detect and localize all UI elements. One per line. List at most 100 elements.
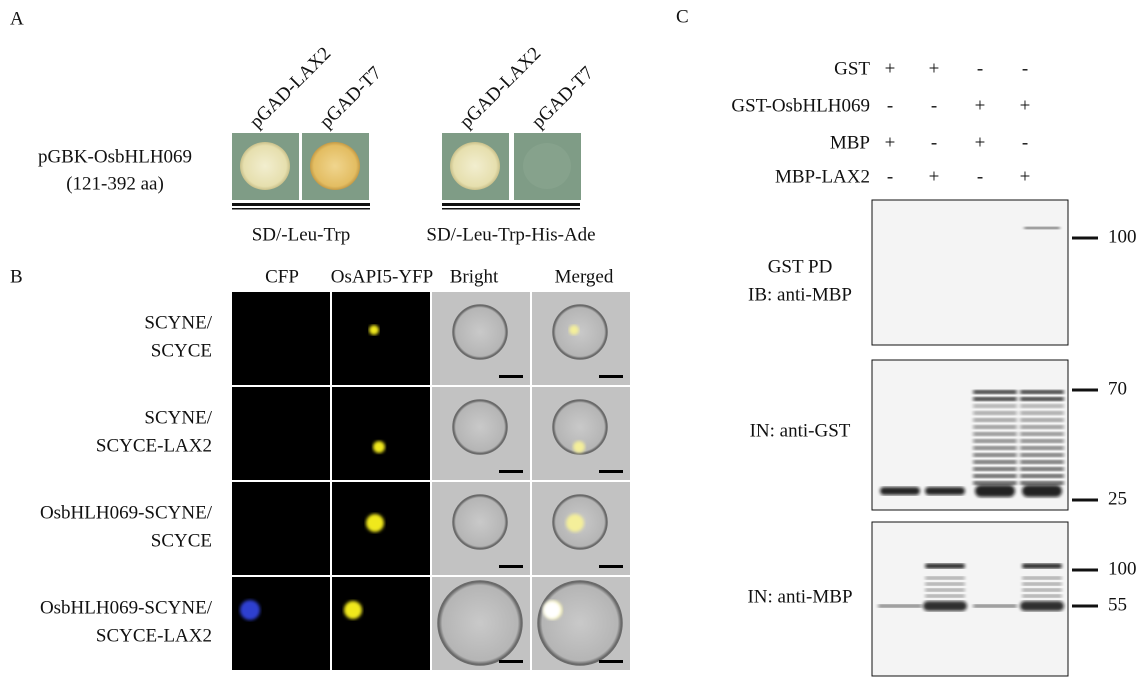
condition-sign: + xyxy=(885,58,896,79)
band xyxy=(973,481,1017,485)
band xyxy=(1020,460,1064,464)
band xyxy=(1020,453,1064,457)
row-label: SCYNE/ xyxy=(144,407,212,428)
scale-bar xyxy=(499,565,523,568)
marker-label: 100 xyxy=(1108,558,1137,579)
condition-name: MBP xyxy=(830,132,870,153)
scale-bar xyxy=(599,565,623,568)
band xyxy=(925,582,965,586)
cell xyxy=(437,580,523,666)
column-header: Merged xyxy=(555,266,614,287)
cell xyxy=(552,399,608,455)
colony xyxy=(310,142,360,190)
band xyxy=(973,467,1017,471)
condition-sign: + xyxy=(975,95,986,116)
band xyxy=(973,460,1017,464)
blot-image xyxy=(871,199,1069,346)
row-label: SCYNE/ xyxy=(144,312,212,333)
marker-tick xyxy=(1072,604,1098,608)
micrograph xyxy=(232,292,330,385)
band xyxy=(973,404,1017,408)
marker-tick xyxy=(1072,388,1098,392)
band xyxy=(973,418,1017,422)
band xyxy=(1020,474,1064,478)
column-label: pGAD-T7 xyxy=(316,63,386,133)
yfp-signal xyxy=(344,601,362,619)
blot-label: IN: anti-MBP xyxy=(747,586,852,607)
band xyxy=(1022,588,1062,592)
band xyxy=(973,397,1017,401)
condition-sign: + xyxy=(929,166,940,187)
scale-bar xyxy=(599,660,623,663)
condition-sign: + xyxy=(975,132,986,153)
band xyxy=(973,411,1017,415)
band xyxy=(1024,227,1060,229)
condition-sign: - xyxy=(977,58,983,79)
underline xyxy=(442,203,580,206)
band xyxy=(1020,481,1064,485)
cell xyxy=(552,304,608,360)
condition-name: MBP-LAX2 xyxy=(775,166,870,187)
row-label: pGBK-OsbHLH069 xyxy=(38,146,192,167)
condition-name: GST xyxy=(834,58,870,79)
marker-tick xyxy=(1072,498,1098,502)
condition-sign: - xyxy=(1022,132,1028,153)
yfp-signal xyxy=(373,441,385,453)
blot-label: GST PD xyxy=(768,256,833,277)
row-label: SCYCE-LAX2 xyxy=(96,625,212,646)
band xyxy=(1020,404,1064,408)
band xyxy=(973,453,1017,457)
blot-label: IB: anti-MBP xyxy=(748,284,852,305)
colony xyxy=(523,143,571,189)
blot-image xyxy=(871,521,1069,677)
marker-label: 25 xyxy=(1108,488,1127,509)
band xyxy=(925,594,965,598)
micrograph xyxy=(232,387,330,480)
yfp-signal xyxy=(569,325,579,335)
cell xyxy=(537,580,623,666)
underline xyxy=(442,208,580,210)
condition-sign: - xyxy=(931,132,937,153)
cell xyxy=(452,494,508,550)
cfp-signal xyxy=(240,600,260,620)
condition-sign: - xyxy=(887,166,893,187)
column-header: CFP xyxy=(265,266,299,287)
panel-label: B xyxy=(10,266,23,287)
scale-bar xyxy=(499,375,523,378)
condition-sign: - xyxy=(1022,58,1028,79)
band xyxy=(925,563,965,569)
band xyxy=(975,485,1015,497)
condition-sign: - xyxy=(931,95,937,116)
band xyxy=(973,439,1017,443)
band xyxy=(1022,594,1062,598)
panel-label: A xyxy=(10,8,24,29)
band xyxy=(973,604,1017,608)
condition-sign: + xyxy=(1020,166,1031,187)
band xyxy=(1020,418,1064,422)
band xyxy=(1022,576,1062,580)
marker-label: 100 xyxy=(1108,226,1137,247)
band xyxy=(1020,446,1064,450)
marker-label: 70 xyxy=(1108,378,1127,399)
condition-sign: + xyxy=(885,132,896,153)
cell xyxy=(452,399,508,455)
band xyxy=(925,588,965,592)
condition-sign: - xyxy=(887,95,893,116)
scale-bar xyxy=(599,375,623,378)
underline xyxy=(232,208,370,210)
band xyxy=(973,446,1017,450)
column-label: pGAD-T7 xyxy=(528,63,598,133)
micrograph xyxy=(332,292,430,385)
band xyxy=(1020,397,1064,401)
row-label: SCYCE xyxy=(151,530,212,551)
micrograph xyxy=(332,577,430,670)
band xyxy=(878,604,922,608)
row-label: OsbHLH069-SCYNE/ xyxy=(40,597,213,618)
micrograph xyxy=(232,577,330,670)
condition-sign: + xyxy=(1020,95,1031,116)
band xyxy=(880,487,920,495)
band xyxy=(1022,582,1062,586)
row-label: SCYCE-LAX2 xyxy=(96,435,212,456)
yfp-signal xyxy=(369,325,379,335)
